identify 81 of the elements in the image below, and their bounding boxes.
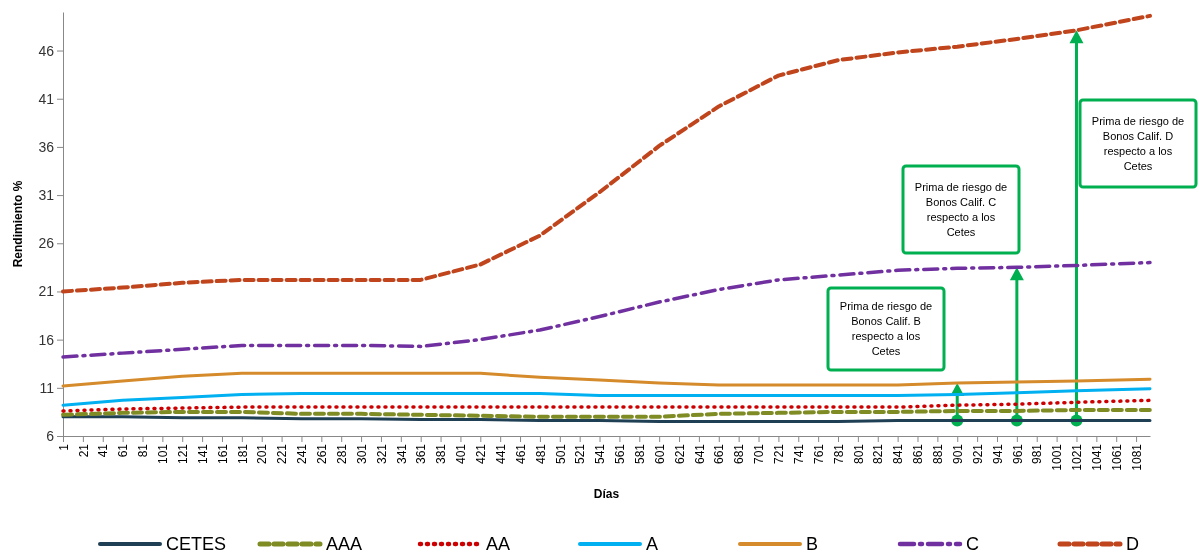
x-tick-label: 1001 <box>1050 443 1065 471</box>
x-axis-title: Días <box>593 487 620 501</box>
x-tick-label: 621 <box>672 443 687 465</box>
legend-label: B <box>806 534 819 552</box>
x-tick-label: 541 <box>593 443 608 465</box>
line-series <box>61 398 1152 413</box>
x-tick-label: 41 <box>96 443 111 458</box>
line-series <box>61 387 1152 407</box>
x-tick-label: 881 <box>931 443 946 465</box>
x-tick-label: 761 <box>811 443 826 465</box>
y-axis-title: Rendimiento % <box>11 180 25 268</box>
x-tick-label: 561 <box>613 443 628 465</box>
x-tick-label: 521 <box>573 443 588 465</box>
legend-label: D <box>1126 534 1139 552</box>
y-tick-label: 46 <box>38 42 55 59</box>
x-tick-label: 101 <box>156 443 171 465</box>
x-tick-label: 681 <box>732 443 747 465</box>
annotation: Prima de riesgo de Bonos Calif. C respecto a los Cetes <box>914 180 1008 238</box>
line-series <box>61 371 1152 388</box>
x-tick-label: 861 <box>911 443 926 465</box>
x-tick-label: 61 <box>116 443 131 458</box>
annotation: Prima de riesgo de Bonos Calif. B respecto a los Cetes <box>839 300 933 358</box>
x-tick-label: 21 <box>76 443 91 458</box>
x-tick-label: 461 <box>513 443 528 465</box>
x-tick-label: 341 <box>394 443 409 465</box>
line-series <box>61 260 1152 359</box>
x-tick-label: 1081 <box>1129 443 1144 471</box>
x-tick-label: 441 <box>493 443 508 465</box>
y-tick-label: 6 <box>46 427 55 444</box>
y-tick-label: 16 <box>38 331 55 348</box>
x-tick-label: 301 <box>354 443 369 465</box>
y-tick-label: 11 <box>39 379 55 396</box>
x-tick-label: 781 <box>831 443 846 465</box>
x-tick-label: 801 <box>851 443 866 465</box>
x-tick-label: 321 <box>374 443 389 465</box>
x-tick-label: 721 <box>772 443 787 465</box>
x-tick-label: 581 <box>632 443 647 465</box>
x-tick-label: 901 <box>950 443 965 465</box>
x-tick-label: 1061 <box>1109 443 1124 471</box>
legend-label: AA <box>486 534 511 552</box>
x-tick-label: 941 <box>990 443 1005 465</box>
x-tick-label: 1041 <box>1090 443 1105 471</box>
x-tick-label: 361 <box>414 443 429 465</box>
x-tick-label: 261 <box>315 443 330 465</box>
x-tick-label: 481 <box>533 443 548 465</box>
x-tick-label: 701 <box>752 443 767 465</box>
x-tick-label: 421 <box>474 443 489 465</box>
x-tick-label: 141 <box>195 443 210 465</box>
x-tick-label: 221 <box>275 443 290 465</box>
x-tick-label: 201 <box>255 443 270 465</box>
legend-label: AAA <box>326 534 363 552</box>
x-tick-label: 741 <box>791 443 806 465</box>
line-series <box>61 407 1152 419</box>
y-tick-label: 26 <box>38 235 55 252</box>
x-tick-label: 821 <box>871 443 886 465</box>
legend-label: CETES <box>166 534 227 552</box>
x-tick-label: 121 <box>175 443 190 465</box>
x-tick-label: 841 <box>891 443 906 465</box>
x-tick-label: 1 <box>56 443 71 451</box>
x-tick-label: 601 <box>652 443 667 465</box>
x-tick-label: 661 <box>712 443 727 465</box>
legend-label: A <box>646 534 659 552</box>
y-tick-label: 21 <box>38 283 55 300</box>
x-tick-label: 161 <box>215 443 230 465</box>
y-tick-label: 36 <box>38 138 55 155</box>
x-tick-label: 401 <box>454 443 469 465</box>
x-tick-label: 921 <box>970 443 985 465</box>
x-tick-label: 981 <box>1030 443 1045 465</box>
x-tick-label: 961 <box>1010 443 1025 465</box>
x-tick-label: 501 <box>553 443 568 465</box>
annotation: Prima de riesgo de Bonos Calif. D respecto a los Cetes <box>1091 114 1185 172</box>
x-tick-label: 381 <box>434 443 449 465</box>
x-tick-label: 81 <box>136 443 151 458</box>
x-tick-label: 641 <box>692 443 707 465</box>
x-tick-label: 241 <box>295 443 310 465</box>
y-tick-label: 31 <box>38 187 55 204</box>
x-tick-label: 1021 <box>1070 443 1085 471</box>
legend-label: C <box>966 534 979 552</box>
x-tick-label: 181 <box>235 443 250 465</box>
x-tick-label: 281 <box>334 443 349 465</box>
y-tick-label: 41 <box>38 90 55 107</box>
